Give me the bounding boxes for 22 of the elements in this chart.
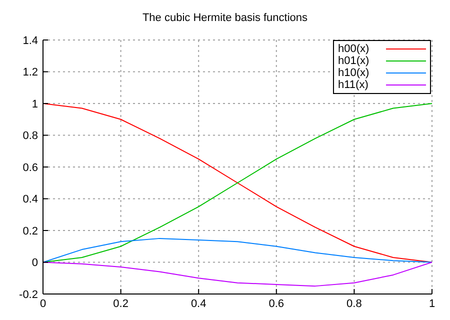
x-tick-label: 0.8: [346, 298, 362, 310]
x-tick-label: 0.6: [268, 298, 284, 310]
legend-label: h11(x): [338, 79, 370, 91]
x-tick-label: 0.2: [113, 298, 128, 310]
x-tick-label: 1: [428, 298, 436, 310]
legend-label: h10(x): [338, 67, 370, 79]
x-tick-label: 0.4: [190, 298, 206, 310]
y-tick-label: 1.4: [22, 34, 38, 47]
legend-label: h01(x): [338, 55, 370, 67]
y-tick-label: 0.6: [22, 162, 38, 174]
chart-title: The cubic Hermite basis functions: [141, 12, 309, 24]
y-tick-label: 1.2: [22, 66, 38, 79]
y-tick-label: 0.2: [22, 225, 38, 238]
y-tick-label: -0.2: [19, 288, 38, 301]
line-series: [43, 103, 432, 263]
y-tick-label: 0: [32, 257, 38, 270]
y-tick-label: 0.8: [22, 130, 38, 142]
y-tick-label: 0.4: [22, 194, 38, 206]
legend-label: h00(x): [338, 43, 370, 55]
line-series: [43, 238, 432, 263]
y-tick-label: 1: [32, 98, 38, 110]
x-tick-label: 0: [40, 298, 46, 310]
